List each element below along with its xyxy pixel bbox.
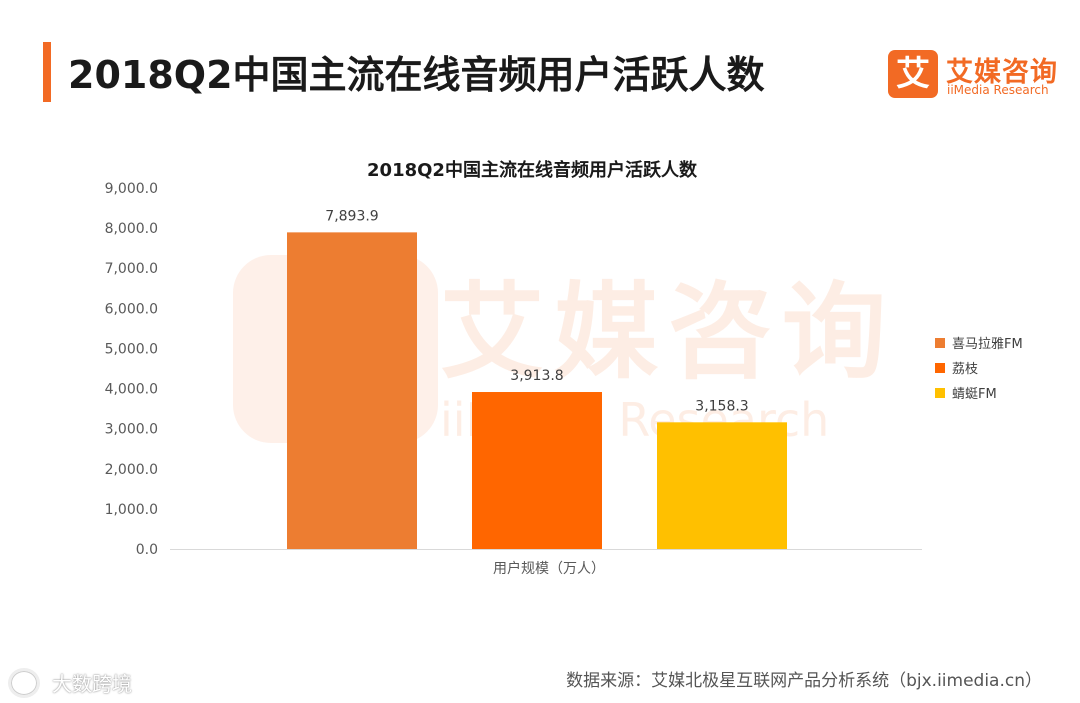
y-tick-label: 4,000.0 — [105, 382, 158, 398]
y-tick-label: 1,000.0 — [105, 502, 158, 518]
legend-swatch — [935, 363, 945, 373]
legend-entry: 蜻蜓FM — [952, 387, 997, 402]
bar-data-label: 7,893.9 — [325, 208, 378, 224]
y-tick-label: 8,000.0 — [105, 221, 158, 237]
legend-entry: 喜马拉雅FM — [952, 337, 1023, 352]
y-tick-label: 2,000.0 — [105, 462, 158, 478]
iimedia-logo: 艾 艾媒咨询 iiMedia Research — [888, 50, 1060, 100]
legend-entry: 荔枝 — [952, 362, 978, 377]
chart-title: 2018Q2中国主流在线音频用户活跃人数 — [367, 159, 698, 181]
y-tick-label: 7,000.0 — [105, 261, 158, 277]
y-tick-label: 5,000.0 — [105, 341, 158, 357]
bar — [472, 392, 602, 549]
bar-data-label: 3,158.3 — [695, 398, 748, 414]
weibo-account-label: 大数跨境 — [52, 672, 132, 696]
y-tick-label: 0.0 — [136, 542, 158, 558]
legend-swatch — [935, 388, 945, 398]
logo-icon: 艾 — [888, 50, 938, 98]
page-title: 2018Q2中国主流在线音频用户活跃人数 — [68, 53, 765, 97]
logo-cn-text: 艾媒咨询 — [946, 57, 1058, 88]
bar — [287, 232, 417, 550]
x-axis-label: 用户规模（万人） — [493, 560, 605, 577]
logo-en-text: iiMedia Research — [947, 83, 1049, 97]
y-tick-label: 6,000.0 — [105, 301, 158, 317]
y-tick-label: 9,000.0 — [105, 181, 158, 197]
data-source-note: 数据来源：艾媒北极星互联网产品分析系统（bjx.iimedia.cn） — [566, 671, 1042, 691]
weibo-watermark: 大数跨境 — [8, 668, 148, 698]
watermark-cn-text: 艾媒咨询 — [440, 271, 896, 393]
title-accent-bar — [43, 42, 51, 102]
bar — [657, 422, 787, 549]
legend-swatch — [935, 338, 945, 348]
y-tick-label: 3,000.0 — [105, 422, 158, 438]
weibo-logo-icon — [8, 668, 40, 698]
bar-data-label: 3,913.8 — [510, 368, 563, 384]
